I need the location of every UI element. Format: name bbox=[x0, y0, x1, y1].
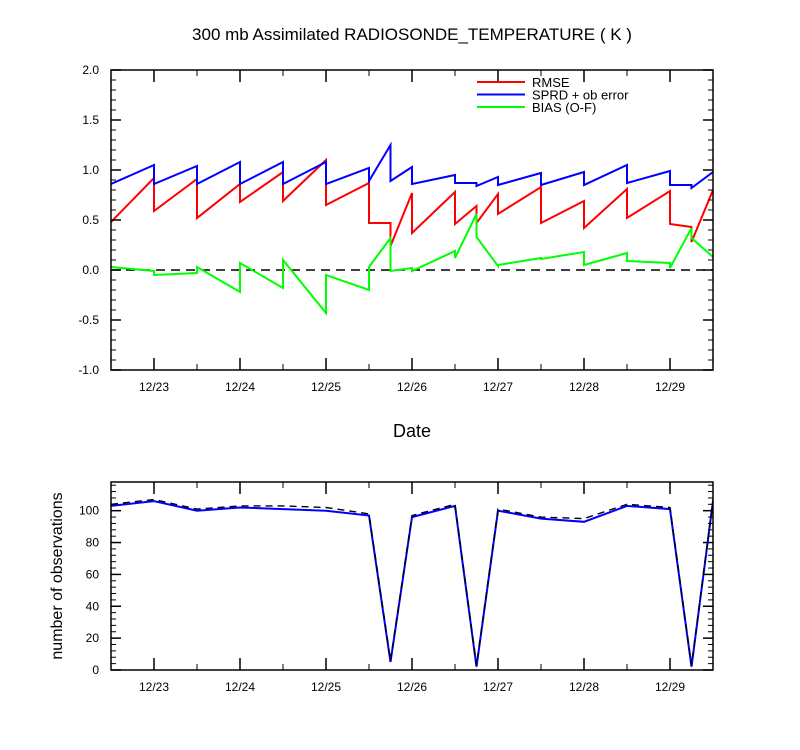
top-y-tick-label: 0.0 bbox=[82, 263, 99, 277]
legend-label-bias-o-f: BIAS (O-F) bbox=[532, 100, 596, 115]
legend-label-sprd-ob-error: SPRD + ob error bbox=[532, 88, 629, 103]
top-chart-series bbox=[111, 141, 713, 316]
bottom-y-tick-label: 40 bbox=[86, 599, 100, 613]
top-x-tick-label: 12/27 bbox=[483, 380, 513, 394]
bottom-x-tick-label: 12/29 bbox=[655, 680, 685, 694]
bottom-chart-ylabel: number of observations bbox=[49, 492, 66, 659]
bottom-y-tick-label: 0 bbox=[92, 663, 99, 677]
bottom-chart-axes: 12/23 12/24 12/25 12/26 12/27 12/28 12/29 0 20 40… bbox=[79, 481, 714, 694]
top-x-tick-label: 12/24 bbox=[225, 380, 255, 394]
top-line-rmse bbox=[111, 157, 713, 247]
bottom-line-series-2 bbox=[111, 498, 713, 666]
top-line-bias-o-f bbox=[111, 213, 713, 316]
top-x-tick-label: 12/29 bbox=[655, 380, 685, 394]
bottom-chart-series bbox=[111, 498, 713, 667]
top-chart-title: 300 mb Assimilated RADIOSONDE_TEMPERATUR… bbox=[192, 25, 632, 44]
top-chart: 12/23 12/24 12/25 12/26 12/27 12/28 12/29 -1.0 -… bbox=[78, 63, 714, 394]
bottom-x-tick-label: 12/26 bbox=[397, 680, 427, 694]
bottom-x-tick-label: 12/24 bbox=[225, 680, 255, 694]
top-x-tick-label: 12/26 bbox=[397, 380, 427, 394]
top-y-tick-label: -0.5 bbox=[78, 313, 99, 327]
bottom-y-tick-label: 20 bbox=[86, 631, 100, 645]
top-line-sprd-ob-error bbox=[111, 141, 713, 190]
top-y-tick-label: 1.5 bbox=[82, 113, 99, 127]
top-x-tick-label: 12/25 bbox=[311, 380, 341, 394]
bottom-line-series-1 bbox=[111, 500, 713, 667]
top-y-tick-label: 2.0 bbox=[82, 63, 99, 77]
bottom-y-tick-label: 60 bbox=[86, 567, 100, 581]
bottom-x-tick-label: 12/28 bbox=[569, 680, 599, 694]
bottom-chart: 12/23 12/24 12/25 12/26 12/27 12/28 12/29 0 20 40… bbox=[79, 481, 714, 694]
bottom-x-tick-label: 12/25 bbox=[311, 680, 341, 694]
top-x-tick-label: 12/23 bbox=[139, 380, 169, 394]
top-y-tick-label: -1.0 bbox=[78, 363, 99, 377]
bottom-y-tick-label: 80 bbox=[86, 536, 100, 550]
bottom-x-tick-label: 12/23 bbox=[139, 680, 169, 694]
top-chart-axes: 12/23 12/24 12/25 12/26 12/27 12/28 12/29 -1.0 -… bbox=[78, 63, 714, 394]
top-y-tick-label: 0.5 bbox=[82, 213, 99, 227]
bottom-y-tick-label: 100 bbox=[79, 504, 99, 518]
legend-label-rmse: RMSE bbox=[532, 75, 570, 90]
top-x-tick-label: 12/28 bbox=[569, 380, 599, 394]
bottom-x-tick-label: 12/27 bbox=[483, 680, 513, 694]
top-chart-xlabel: Date bbox=[393, 421, 431, 441]
top-y-tick-label: 1.0 bbox=[82, 163, 99, 177]
